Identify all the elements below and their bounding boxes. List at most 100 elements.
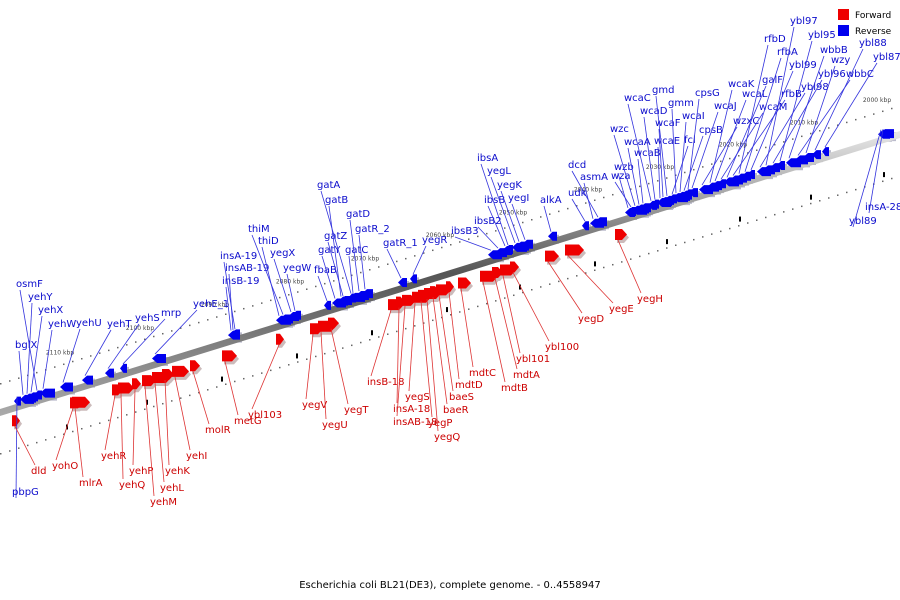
guide-dot xyxy=(315,285,317,288)
gene-leader-alkA xyxy=(543,205,552,232)
gene-label-wcaM: wcaM xyxy=(759,102,787,113)
guide-dot xyxy=(819,130,821,132)
gene-label-thiD: thiD xyxy=(258,236,279,247)
gene-label-ybl88: ybl88 xyxy=(859,38,887,49)
guide-dot xyxy=(468,238,470,240)
gene-label-yehL: yehL xyxy=(160,483,184,494)
gene-label-yegE: yegE xyxy=(609,304,634,315)
gene-label-fcl: fcl xyxy=(684,135,696,146)
guide-dot xyxy=(540,286,542,288)
guide-dot xyxy=(207,319,209,321)
guide-dot xyxy=(396,260,398,263)
gene-label-gmm: gmm xyxy=(668,98,694,109)
gene-leader-wcaF xyxy=(658,128,664,198)
gene-arrow-dld xyxy=(12,415,20,427)
guide-dot xyxy=(603,266,605,269)
gene-arrow-yehI xyxy=(172,365,189,377)
gene-leader-dcd xyxy=(571,170,599,218)
guide-dot xyxy=(180,327,182,329)
gene-label-yehK: yehK xyxy=(165,466,190,477)
guide-dot xyxy=(198,321,200,324)
guide-dot xyxy=(99,422,101,424)
guide-dot xyxy=(369,269,371,271)
guide-dot xyxy=(837,194,839,196)
guide-dot xyxy=(558,280,560,283)
gene-arrow-ybl100 xyxy=(510,261,519,273)
gene-leader-wcaL xyxy=(714,99,747,182)
gene-arrow-yehQ xyxy=(118,382,134,394)
guide-dot xyxy=(126,414,128,416)
gene-arrow-yegE xyxy=(565,244,584,256)
gene-label-yehW: yehW xyxy=(48,319,76,330)
gene-label-alkA: alkA xyxy=(540,195,562,206)
tick-label: 2070 kbp xyxy=(351,255,379,262)
guide-dot xyxy=(288,294,290,296)
guide-dot xyxy=(342,277,344,279)
guide-dot xyxy=(747,152,749,154)
tick-mark xyxy=(371,330,373,336)
guide-dot xyxy=(558,210,560,213)
gene-arrow-alkA xyxy=(548,231,557,241)
gene-label-yegX: yegX xyxy=(270,248,295,259)
gene-leader-osmF xyxy=(19,289,38,391)
gene-leader-yegE xyxy=(567,255,614,304)
gene-label-yegU: yegU xyxy=(322,420,348,431)
gene-label-wcaL: wcaL xyxy=(742,89,768,100)
gene-arrow-ybl95 xyxy=(777,160,785,170)
tick-mark xyxy=(594,261,596,267)
guide-dot xyxy=(828,197,830,199)
guide-dot xyxy=(720,230,722,233)
gene-arrow-wcaD xyxy=(652,199,659,209)
guide-dot xyxy=(702,236,704,238)
guide-dot xyxy=(396,330,398,333)
guide-dot xyxy=(513,224,515,227)
guide-dot xyxy=(585,202,587,204)
gene-label-yegT: yegT xyxy=(344,405,369,416)
gene-arrow-dcd xyxy=(595,217,607,227)
gene-leader-metG xyxy=(224,361,239,416)
gene-leader-ybl99 xyxy=(750,70,794,171)
gene-label-wcaD: wcaD xyxy=(640,106,668,117)
guide-dot xyxy=(576,205,578,207)
gene-arrow-ybl103 xyxy=(276,333,284,345)
gene-label-wcaF: wcaF xyxy=(655,118,681,129)
gene-leader-yegT xyxy=(330,328,349,405)
gene-arrow-gatB xyxy=(338,296,348,306)
guide-dot xyxy=(513,294,515,297)
gene-label-mrp: mrp xyxy=(161,308,181,319)
guide-dot xyxy=(108,419,110,422)
legend-label-forward: Forward xyxy=(855,11,891,21)
gene-label-ibsA: ibsA xyxy=(477,153,498,164)
gene-label-yegL: yegL xyxy=(487,166,511,177)
guide-dot xyxy=(639,255,641,258)
guide-dot xyxy=(675,244,677,246)
gene-label-gatD: gatD xyxy=(346,209,370,220)
gene-leader-baeS xyxy=(438,295,454,392)
gene-label-asmA: asmA xyxy=(580,172,608,183)
gene-label-yegR: yegR xyxy=(422,235,447,246)
guide-dot xyxy=(819,200,821,202)
gene-label-wzc: wzc xyxy=(610,124,629,135)
guide-dot xyxy=(612,193,614,196)
gene-label-bglX: bglX xyxy=(15,340,37,351)
gene-leader-wcaA xyxy=(627,147,640,205)
gene-label-gatY: gatY xyxy=(318,245,341,256)
gene-label-wcaB: wcaB xyxy=(634,148,661,159)
gene-arrow-molR xyxy=(190,360,200,372)
gene-arrow-yegW xyxy=(292,310,301,320)
guide-dot xyxy=(630,258,632,260)
gene-leader-udk xyxy=(571,198,586,222)
tick-label: 2060 kbp xyxy=(426,232,454,239)
guide-dot xyxy=(684,171,686,174)
gene-arrow-mdtC xyxy=(458,277,471,289)
gene-leader-yehU xyxy=(62,328,81,383)
gene-label-yehU: yehU xyxy=(76,318,102,329)
gene-leader-mdtA xyxy=(494,277,518,370)
gene-label-rfbD: rfbD xyxy=(764,34,786,45)
gene-label-yegH: yegH xyxy=(637,294,663,305)
gene-leader-yegX xyxy=(273,258,292,313)
gene-leader-ybl95 xyxy=(779,40,813,162)
guide-dot xyxy=(216,386,218,388)
guide-dot xyxy=(891,107,893,110)
